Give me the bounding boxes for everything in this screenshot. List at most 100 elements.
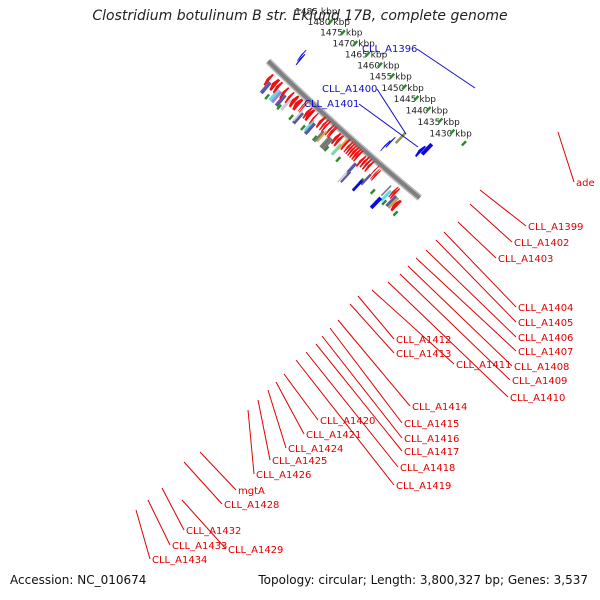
gene-feature xyxy=(380,184,392,197)
gene-feature xyxy=(320,121,332,133)
gene-feature xyxy=(296,49,307,61)
gene-feature xyxy=(359,156,371,168)
leader-line xyxy=(295,359,395,486)
gene-feature xyxy=(295,53,306,66)
inner-major-tick xyxy=(311,135,318,142)
map-title: Clostridium botulinum B str. Eklund 17B,… xyxy=(92,8,508,24)
inner-major-tick xyxy=(381,199,388,206)
gene-feature xyxy=(302,107,313,119)
gene-feature xyxy=(385,194,398,207)
outer-major-tick xyxy=(461,140,467,147)
gene-feature xyxy=(385,136,396,148)
leader-line xyxy=(183,461,223,505)
leader-line xyxy=(387,281,509,398)
outer-major-tick xyxy=(340,29,346,36)
gene-feature xyxy=(308,112,319,125)
gene-feature xyxy=(349,146,360,159)
gene-feature xyxy=(319,135,332,149)
gene-label-CLL_A1416: CLL_A1416 xyxy=(404,434,459,445)
gene-feature xyxy=(394,132,407,145)
gene-feature xyxy=(330,132,342,145)
gene-feature xyxy=(318,119,330,131)
genes-layer xyxy=(259,49,434,212)
gene-feature xyxy=(364,160,375,173)
leader-line xyxy=(357,295,395,340)
gene-feature xyxy=(390,199,402,212)
gene-feature xyxy=(297,100,308,112)
gene-feature xyxy=(274,93,287,107)
inner-major-tick xyxy=(369,188,376,195)
gene-label-ade: ade xyxy=(576,178,595,189)
gene-feature xyxy=(288,95,300,108)
accession-text: Accession: NC_010674 xyxy=(10,573,147,587)
gene-feature xyxy=(380,140,391,152)
leader-line xyxy=(443,231,517,308)
gene-label-CLL_A1426: CLL_A1426 xyxy=(256,470,311,481)
gene-label-CLL_A1407: CLL_A1407 xyxy=(518,347,573,358)
gene-label-CLL_A1409: CLL_A1409 xyxy=(512,376,567,387)
gene-label-CLL_A1402: CLL_A1402 xyxy=(514,238,569,249)
gene-feature xyxy=(279,87,290,99)
gene-label-CLL_A1432: CLL_A1432 xyxy=(186,526,241,537)
outer-major-tick xyxy=(352,40,359,47)
inner-major-tick xyxy=(276,103,283,111)
gene-feature xyxy=(420,142,434,156)
gene-label-CLL_A1419: CLL_A1419 xyxy=(396,481,451,492)
gene-label-CLL_A1401: CLL_A1401 xyxy=(304,99,359,110)
gene-feature xyxy=(284,91,295,104)
outer-major-tick xyxy=(389,72,396,79)
outer-major-tick xyxy=(449,128,456,135)
gene-feature xyxy=(388,186,399,198)
outer-major-tick xyxy=(425,106,432,113)
gene-feature xyxy=(324,124,335,136)
gene-feature xyxy=(415,145,426,158)
leader-line xyxy=(349,303,395,354)
gene-feature xyxy=(292,109,304,122)
gene-feature xyxy=(337,138,348,151)
gene-feature xyxy=(313,130,325,143)
gene-label-CLL_A1428: CLL_A1428 xyxy=(224,500,279,511)
leader-line xyxy=(376,88,407,135)
leader-line xyxy=(267,389,287,449)
gene-feature xyxy=(337,171,348,183)
gene-label-CLL_A1434: CLL_A1434 xyxy=(152,555,207,566)
gene-label-CLL_A1405: CLL_A1405 xyxy=(518,318,573,329)
gene-label-CLL_A1413: CLL_A1413 xyxy=(396,349,451,360)
leader-line xyxy=(247,409,255,475)
gene-label-CLL_A1415: CLL_A1415 xyxy=(404,419,459,430)
leader-line xyxy=(305,351,399,468)
gene-label-CLL_A1408: CLL_A1408 xyxy=(514,362,569,373)
gene-label-CLL_A1433: CLL_A1433 xyxy=(172,541,227,552)
gene-feature xyxy=(360,173,372,186)
gene-feature xyxy=(292,98,304,111)
gene-label-CLL_A1425: CLL_A1425 xyxy=(272,456,327,467)
gene-feature xyxy=(304,109,316,122)
gene-feature xyxy=(369,196,383,210)
gene-feature xyxy=(353,150,364,162)
leader-line xyxy=(435,239,517,323)
gene-feature xyxy=(327,127,338,139)
leader-line xyxy=(371,289,455,365)
outer-major-tick xyxy=(401,83,408,91)
gene-feature xyxy=(321,137,334,151)
leader-line xyxy=(135,509,151,560)
leader-line xyxy=(358,103,419,148)
leader-line xyxy=(199,451,237,491)
outer-major-tick xyxy=(364,51,371,58)
gene-feature xyxy=(298,101,309,113)
leader-line xyxy=(315,343,403,452)
gene-feature xyxy=(343,141,354,153)
gene-feature xyxy=(259,81,272,95)
gene-feature xyxy=(345,162,358,175)
outer-major-tick xyxy=(437,117,444,124)
backbone-layer xyxy=(265,58,422,201)
leader-line xyxy=(557,131,575,183)
gene-label-CLL_A1396: CLL_A1396 xyxy=(362,44,417,55)
gene-feature xyxy=(340,138,351,151)
gene-label-CLL_A1399: CLL_A1399 xyxy=(528,222,583,233)
gene-label-CLL_A1421: CLL_A1421 xyxy=(306,430,361,441)
inner-major-tick xyxy=(300,124,306,131)
inner-major-tick xyxy=(264,93,270,100)
leader-line xyxy=(161,487,185,531)
